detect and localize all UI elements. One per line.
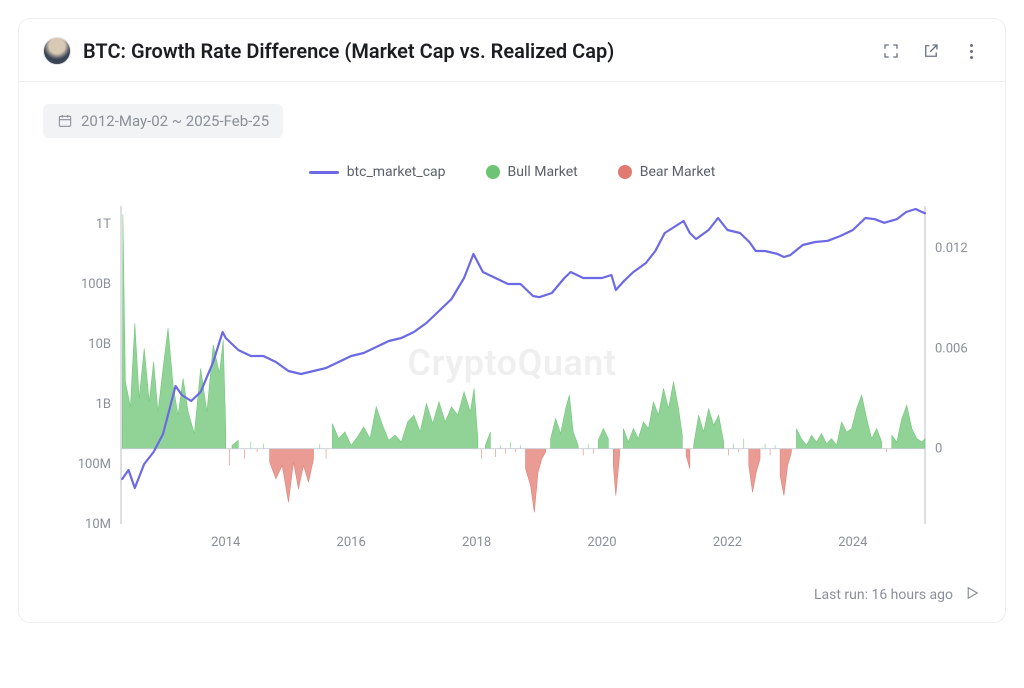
svg-text:1T: 1T [96, 217, 111, 232]
last-run-text: Last run: 16 hours ago [814, 587, 953, 603]
svg-text:2022: 2022 [713, 535, 742, 550]
legend-swatch-line [309, 171, 339, 174]
legend-item-market-cap[interactable]: btc_market_cap [309, 164, 446, 180]
svg-text:2020: 2020 [587, 535, 616, 550]
svg-text:0: 0 [935, 442, 942, 457]
header-actions [881, 41, 981, 61]
svg-text:2018: 2018 [462, 535, 491, 550]
card-body: 2012-May-02 ~ 2025-Feb-25 btc_market_cap… [19, 82, 1005, 578]
expand-icon[interactable] [881, 41, 901, 61]
card-header: BTC: Growth Rate Difference (Market Cap … [19, 19, 1005, 82]
legend-swatch-bull [486, 165, 500, 179]
more-icon[interactable] [961, 41, 981, 61]
legend-label: Bull Market [508, 164, 578, 180]
legend-swatch-bear [618, 165, 632, 179]
svg-text:10M: 10M [85, 517, 111, 532]
chart-svg: 10M 100M 1B 10B 100B 1T 0 0.006 0.012 2014 2016 201… [43, 186, 983, 566]
svg-text:0.006: 0.006 [935, 341, 968, 356]
legend-label: btc_market_cap [347, 164, 446, 180]
legend-label: Bear Market [640, 164, 716, 180]
card-footer: Last run: 16 hours ago [19, 578, 1005, 622]
legend-item-bull[interactable]: Bull Market [486, 164, 578, 180]
chart-legend: btc_market_cap Bull Market Bear Market [43, 164, 981, 180]
svg-text:1B: 1B [96, 397, 111, 412]
author-avatar[interactable] [43, 37, 71, 65]
svg-text:10B: 10B [88, 337, 111, 352]
run-icon[interactable] [963, 584, 981, 606]
svg-text:100B: 100B [81, 277, 111, 292]
svg-text:2014: 2014 [211, 535, 241, 550]
date-range-pill[interactable]: 2012-May-02 ~ 2025-Feb-25 [43, 104, 283, 138]
chart-card: BTC: Growth Rate Difference (Market Cap … [18, 18, 1006, 623]
chart-area: 10M 100M 1B 10B 100B 1T 0 0.006 0.012 2014 2016 201… [43, 186, 981, 570]
calendar-icon [57, 113, 73, 129]
legend-item-bear[interactable]: Bear Market [618, 164, 716, 180]
svg-text:0.012: 0.012 [935, 241, 968, 256]
svg-text:2016: 2016 [337, 535, 366, 550]
svg-text:100M: 100M [78, 457, 111, 472]
chart-title: BTC: Growth Rate Difference (Market Cap … [83, 39, 881, 63]
svg-text:2024: 2024 [838, 535, 868, 550]
date-range-text: 2012-May-02 ~ 2025-Feb-25 [81, 112, 269, 130]
open-new-icon[interactable] [921, 41, 941, 61]
